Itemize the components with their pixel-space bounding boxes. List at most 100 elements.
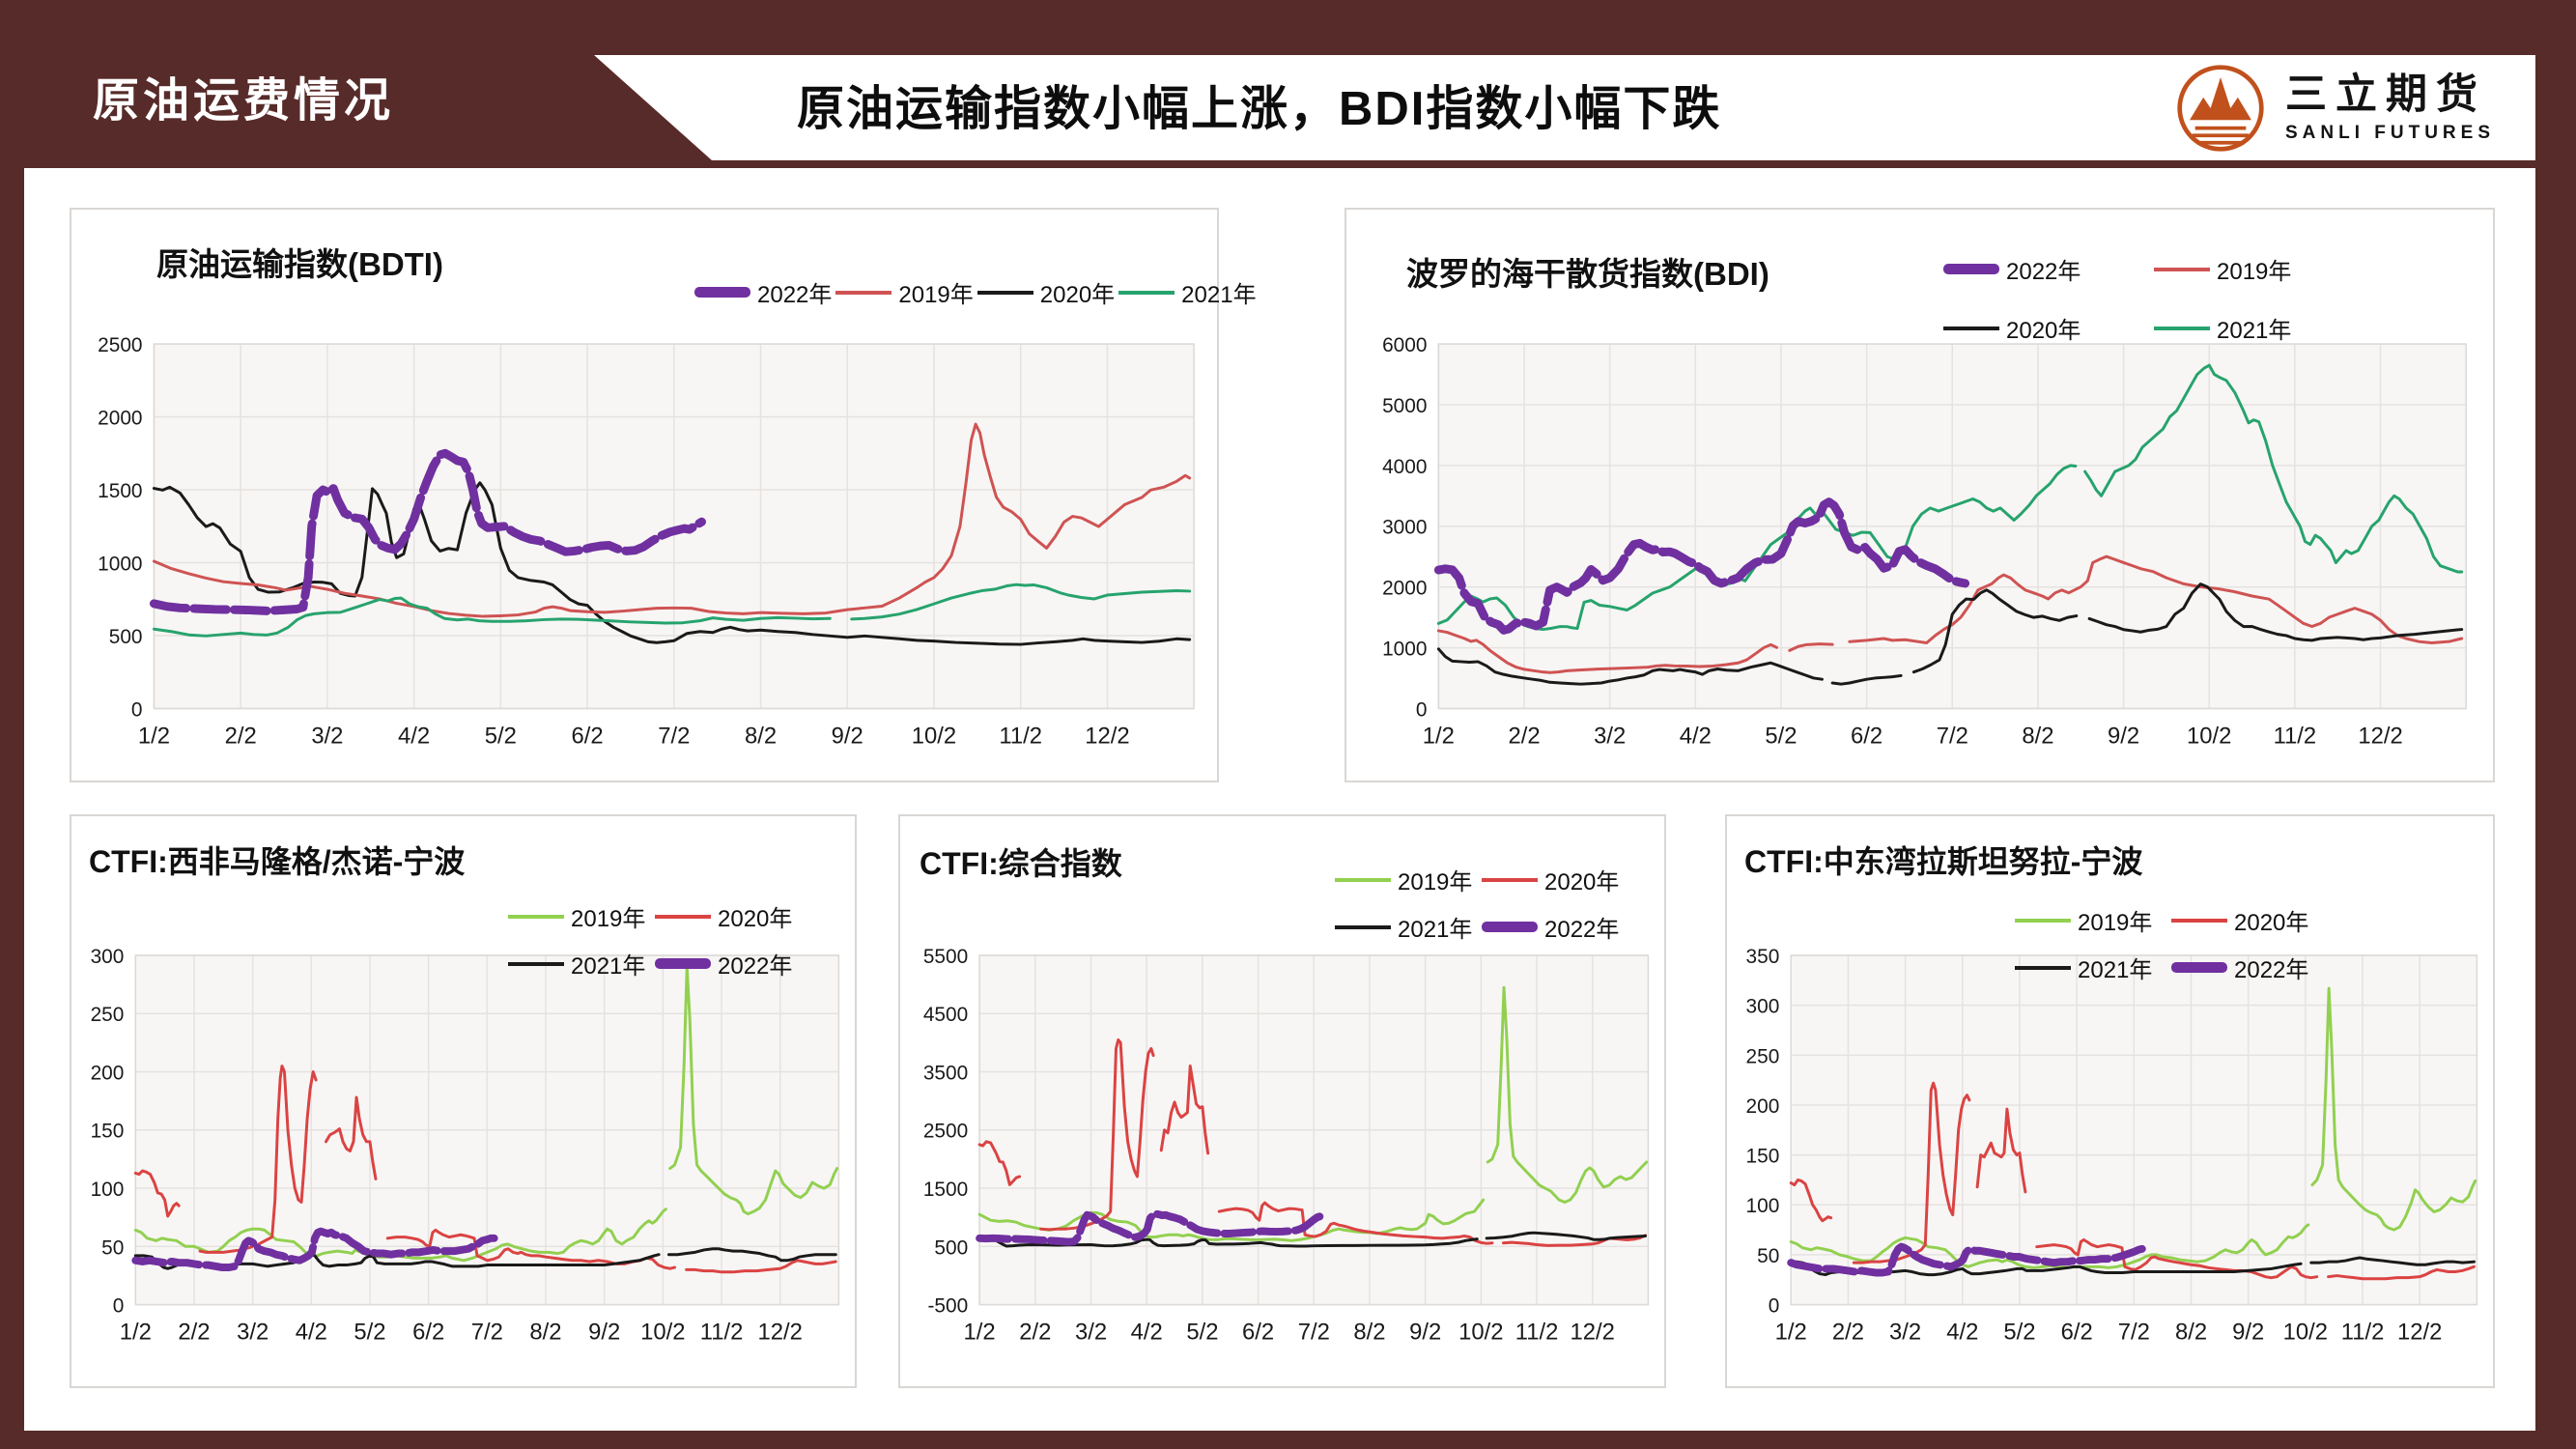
panel-bdi-chart: 波罗的海干散货指数(BDI) 2022年 2019年 2020年 2021年 0 100… (1345, 208, 2495, 782)
svg-text:12/2: 12/2 (2397, 1319, 2442, 1345)
svg-text:3/2: 3/2 (311, 723, 343, 749)
svg-text:2/2: 2/2 (1508, 723, 1540, 749)
legend-swatch-icon (1482, 922, 1538, 932)
svg-text:8/2: 8/2 (2022, 723, 2053, 749)
header-banner: 原油运输指数小幅上涨，BDI指数小幅下跌 三立期货 SANLI FUTURES (594, 55, 2535, 160)
svg-text:11/2: 11/2 (700, 1319, 744, 1345)
svg-text:3/2: 3/2 (1075, 1319, 1107, 1345)
panel-ctfi-middle-east-chart: CTFI:中东湾拉斯坦努拉-宁波 2019年 2020年 2021年 2022年 0 5… (1725, 814, 2495, 1388)
series-line-2022年 (1787, 1242, 2150, 1277)
series-line-2021年 (152, 582, 1192, 638)
series-line-2020年 (133, 1065, 837, 1274)
svg-text:3/2: 3/2 (1594, 723, 1626, 749)
legend-item-2019年: 2019年 (835, 275, 974, 309)
legend-swatch-icon (835, 290, 892, 295)
svg-text:6/2: 6/2 (1851, 723, 1882, 749)
svg-text:10/2: 10/2 (1458, 1319, 1503, 1345)
svg-text:1000: 1000 (1382, 639, 1427, 661)
legend-item-2021年: 2021年 (2015, 951, 2171, 984)
svg-text:4500: 4500 (923, 1004, 968, 1026)
svg-text:250: 250 (91, 1004, 125, 1026)
legend-label: 2022年 (2006, 259, 2081, 285)
svg-text:12/2: 12/2 (757, 1319, 802, 1345)
svg-text:200: 200 (91, 1062, 125, 1084)
svg-text:100: 100 (91, 1179, 125, 1201)
legend-ctfi-middle-east: 2019年 2020年 2021年 2022年 (2015, 903, 2328, 984)
svg-text:6/2: 6/2 (572, 723, 604, 749)
legend-item-2022年: 2022年 (655, 947, 802, 980)
legend-swatch-icon (694, 287, 750, 298)
page-title: 原油运费情况 (93, 75, 395, 127)
series-line-2019年 (977, 985, 1649, 1242)
legend-swatch-icon (1335, 877, 1391, 882)
svg-text:5/2: 5/2 (1186, 1319, 1218, 1345)
svg-text:150: 150 (1746, 1146, 1780, 1168)
svg-text:10/2: 10/2 (2187, 723, 2231, 749)
legend-item-2022年: 2022年 (1943, 252, 2154, 286)
legend-label: 2022年 (718, 953, 793, 980)
legend-swatch-icon (2154, 326, 2210, 330)
svg-text:4/2: 4/2 (1131, 1319, 1163, 1345)
mountain-circle-icon (2175, 63, 2266, 154)
legend-swatch-icon (2154, 267, 2210, 271)
legend-swatch-icon (2171, 918, 2227, 923)
svg-text:5000: 5000 (1382, 395, 1427, 417)
legend-item-2022年: 2022年 (2171, 951, 2328, 984)
legend-swatch-icon (508, 914, 564, 919)
legend-label: 2019年 (1398, 869, 1473, 895)
svg-text:500: 500 (109, 626, 143, 648)
legend-swatch-icon (508, 961, 564, 966)
ctfi-composite-line-chart: -500 500 1500 2500 3500 4500 5500 1/2 2/2 3/2 4/2 5… (923, 946, 1650, 1345)
svg-text:0: 0 (1416, 698, 1428, 721)
svg-text:10/2: 10/2 (2283, 1319, 2328, 1345)
series-line-2020年 (1436, 582, 2464, 686)
svg-text:5/2: 5/2 (1765, 723, 1797, 749)
logo-name-cn: 三立期货 (2285, 71, 2486, 118)
panel-bdti-chart: 原油运输指数(BDTI) 2022年 2019年 2020年 2021年 0 500 10… (70, 208, 1257, 782)
legend-label: 2019年 (2078, 910, 2153, 936)
svg-text:150: 150 (91, 1121, 125, 1143)
svg-text:11/2: 11/2 (1515, 1319, 1559, 1345)
svg-text:3/2: 3/2 (237, 1319, 269, 1345)
legend-label: 2020年 (1039, 282, 1116, 308)
svg-text:4/2: 4/2 (1680, 723, 1712, 749)
svg-text:1/2: 1/2 (1423, 723, 1455, 749)
svg-text:11/2: 11/2 (2274, 723, 2317, 749)
svg-text:9/2: 9/2 (832, 723, 863, 749)
legend-bdi: 2022年 2019年 2020年 2021年 (1943, 252, 2364, 345)
svg-text:2500: 2500 (923, 1121, 968, 1143)
legend-label: 2021年 (1398, 917, 1473, 943)
legend-swatch-icon (2015, 965, 2071, 970)
svg-text:8/2: 8/2 (529, 1319, 561, 1345)
company-logo: 三立期货 SANLI FUTURES (2175, 61, 2495, 156)
svg-text:4/2: 4/2 (1946, 1319, 1978, 1345)
svg-text:1500: 1500 (923, 1179, 968, 1201)
series-line-2019年 (152, 422, 1192, 618)
svg-text:250: 250 (1746, 1045, 1780, 1067)
series-line-2022年 (976, 1209, 1325, 1246)
legend-label: 2020年 (2234, 910, 2309, 936)
svg-text:10/2: 10/2 (640, 1319, 685, 1345)
legend-bdti: 2022年 2019年 2020年 2021年 (694, 275, 1257, 309)
legend-label: 2019年 (898, 282, 974, 308)
legend-item-2021年: 2021年 (1118, 275, 1257, 309)
svg-text:8/2: 8/2 (2175, 1319, 2207, 1345)
chart-title-ctfi-west-africa: CTFI:西非马隆格/杰诺-宁波 (89, 844, 466, 879)
svg-text:6/2: 6/2 (412, 1319, 444, 1345)
svg-text:9/2: 9/2 (588, 1319, 620, 1345)
logo-name-en: SANLI FUTURES (2285, 123, 2495, 144)
svg-text:2/2: 2/2 (1832, 1319, 1864, 1345)
legend-item-2019年: 2019年 (1335, 863, 1482, 896)
svg-text:12/2: 12/2 (1085, 723, 1129, 749)
legend-swatch-icon (2171, 962, 2227, 973)
svg-text:1500: 1500 (98, 480, 142, 502)
svg-text:-500: -500 (927, 1295, 968, 1318)
legend-item-2021年: 2021年 (508, 947, 655, 980)
legend-item-2021年: 2021年 (1335, 910, 1482, 944)
bdti-line-chart: 0 500 1000 1500 2000 2500 1/2 2/2 3/2 4/2 5/2 6/2 7/… (98, 334, 1195, 749)
svg-text:500: 500 (934, 1236, 968, 1259)
svg-text:0: 0 (131, 698, 143, 721)
svg-text:350: 350 (1746, 946, 1780, 968)
svg-text:100: 100 (1746, 1195, 1780, 1217)
legend-swatch-icon (655, 958, 711, 969)
